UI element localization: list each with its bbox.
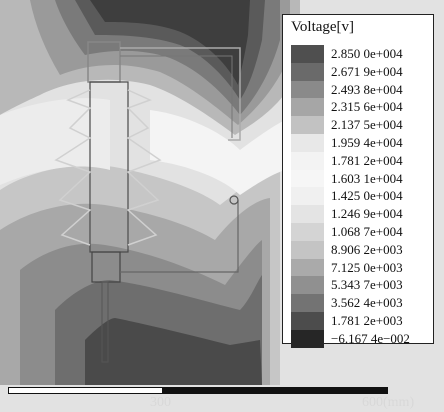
- scale-bar: [8, 387, 388, 394]
- ground-rod: [101, 281, 109, 363]
- legend-swatch: [291, 134, 324, 152]
- scale-bar-first-segment: [8, 387, 163, 394]
- legend-label: 8.906 2e+003: [331, 241, 403, 257]
- legend-label: 1.781 2e+003: [331, 313, 403, 328]
- legend-entry: 2.493 8e+004: [291, 80, 431, 99]
- legend-label: 7.125 0e+003: [331, 259, 403, 275]
- legend-label: 2.671 9e+004: [331, 63, 403, 79]
- scale-label-mid: 300: [150, 395, 171, 410]
- scale-label-end: 600(mm): [362, 395, 415, 410]
- legend-swatch: [291, 294, 324, 313]
- legend-entry: 5.343 7e+003: [291, 276, 431, 295]
- legend-swatch: [291, 276, 324, 295]
- legend-swatch: [291, 169, 324, 188]
- legend-label: 1.959 4e+004: [331, 135, 403, 150]
- field-band-bright-left: [0, 98, 110, 185]
- legend-swatch: [291, 205, 324, 224]
- legend-label: 3.562 4e+003: [331, 295, 403, 311]
- legend-entry: 1.068 7e+004: [291, 223, 431, 241]
- legend-entry: 1.781 2e+004: [291, 151, 431, 170]
- field-band-bottom-darkest: [85, 318, 262, 385]
- legend-swatch: [291, 312, 324, 330]
- legend-entry: 1.781 2e+003: [291, 312, 431, 330]
- legend-swatch: [291, 98, 324, 117]
- legend-title: Voltage[v]: [291, 19, 355, 35]
- legend-entry: 2.315 6e+004: [291, 98, 431, 117]
- legend-entry: −6.167 4e−002: [291, 329, 431, 348]
- legend-swatch: [291, 258, 324, 277]
- legend-label: 1.425 0e+004: [331, 188, 403, 204]
- legend-label: 1.068 7e+004: [331, 224, 403, 239]
- legend-label: 2.493 8e+004: [331, 81, 403, 97]
- legend-entry: 8.906 2e+003: [291, 240, 431, 259]
- legend-swatch: [291, 223, 324, 241]
- legend-entry: 1.246 9e+004: [291, 205, 431, 224]
- ground-electrode-tip: [229, 195, 239, 205]
- legend-entry: 2.137 5e+004: [291, 116, 431, 135]
- legend-entry: 1.603 1e+004: [291, 169, 431, 188]
- legend-swatch: [291, 240, 324, 259]
- insulator-sheds-left: [54, 89, 92, 246]
- legend-swatch: [291, 116, 324, 135]
- voltage-legend: Voltage[v] 2.850 0e+004 2.671 9e+004 2.493…: [282, 14, 434, 348]
- top-electrode-lead: [120, 47, 241, 141]
- legend-label: 2.315 6e+004: [331, 99, 403, 115]
- legend-swatch: [291, 151, 324, 170]
- legend-entry: 7.125 0e+003: [291, 258, 431, 277]
- field-band-bright-right: [150, 110, 285, 195]
- legend-entry: 3.562 4e+003: [291, 294, 431, 313]
- legend-entry: 1.425 0e+004: [291, 187, 431, 206]
- legend-label: 1.781 2e+004: [331, 152, 403, 168]
- legend-swatch: [291, 187, 324, 206]
- legend-label: 1.603 1e+004: [331, 170, 403, 186]
- legend-label: 1.246 9e+004: [331, 206, 403, 222]
- legend-swatch: [291, 80, 324, 99]
- field-band-top-darkest: [90, 0, 250, 85]
- legend-label: 5.343 7e+003: [331, 277, 403, 293]
- legend-swatch: [291, 329, 324, 348]
- legend-entry: 1.959 4e+004: [291, 134, 431, 152]
- ground-lead: [120, 200, 239, 273]
- legend-swatch: [291, 62, 324, 81]
- legend-entry: 2.850 0e+004: [291, 45, 431, 63]
- legend-label: −6.167 4e−002: [331, 330, 410, 346]
- insulator-sheds-right: [126, 89, 162, 246]
- top-electrode-lead-inner: [120, 55, 233, 138]
- legend-label: 2.850 0e+004: [331, 46, 403, 61]
- legend-entry: 2.671 9e+004: [291, 62, 431, 81]
- legend-label: 2.137 5e+004: [331, 117, 403, 133]
- legend-swatch: [291, 45, 324, 63]
